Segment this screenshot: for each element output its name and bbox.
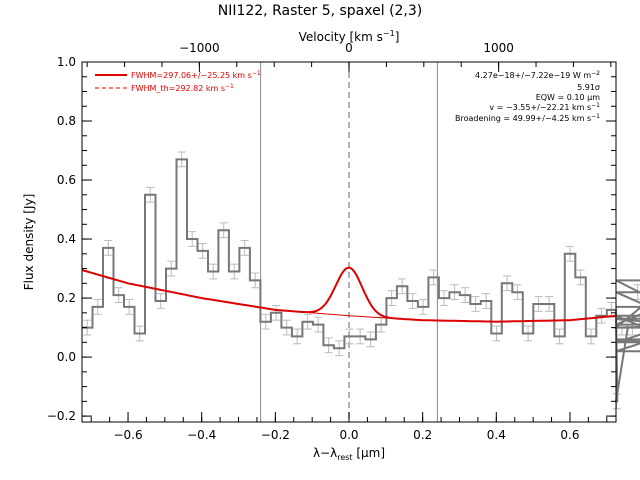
- x-tick-label: 0.4: [487, 428, 506, 442]
- x-tick-label: 0.2: [413, 428, 432, 442]
- x-tick-label: 0.6: [560, 428, 579, 442]
- x-tick-label: −0.2: [261, 428, 290, 442]
- legend-fwhm-th-label: FWHM_th=292.82 km s−1: [131, 83, 234, 93]
- annotation-velocity: v = −3.55+/−22.21 km s−1: [489, 102, 600, 112]
- top-tick-label: 1000: [483, 41, 514, 55]
- y-tick-label: 0.2: [57, 291, 76, 305]
- fit-line: [81, 266, 617, 323]
- y-axis-label: Flux density [Jy]: [22, 194, 36, 291]
- y-tick-label: 1.0: [57, 55, 76, 69]
- y-tick-label: 0.6: [57, 173, 76, 187]
- x-axis-label: λ−λrest [μm]: [313, 446, 385, 462]
- x-tick-label: −0.4: [187, 428, 216, 442]
- y-tick-label: −0.2: [47, 409, 76, 423]
- y-axis-ticks: −0.2 0.0 0.2 0.4 0.6 0.8 1.0: [47, 55, 616, 423]
- legend: FWHM=297.06+/−25.25 km s−1 FWHM_th=292.8…: [95, 70, 261, 93]
- top-tick-label: −1000: [179, 41, 220, 55]
- annotation-broadening: Broadening = 49.99+/−4.25 km s−1: [455, 113, 600, 123]
- legend-fwhm-label: FWHM=297.06+/−25.25 km s−1: [131, 70, 261, 80]
- y-tick-label: 0.0: [57, 350, 76, 364]
- fit-annotations: 4.27e−18+/−7.22e−19 W m−2 5.91σ EQW = 0.…: [455, 70, 600, 123]
- y-tick-label: 0.8: [57, 114, 76, 128]
- annotation-flux: 4.27e−18+/−7.22e−19 W m−2: [475, 70, 600, 80]
- annotation-eqw: EQW = 0.10 μm: [536, 93, 600, 102]
- x-tick-label: −0.6: [113, 428, 142, 442]
- top-tick-label: 0: [345, 41, 353, 55]
- annotation-snr: 5.91σ: [577, 83, 600, 92]
- plot-area: [81, 62, 640, 422]
- top-axis-label: Velocity [km s−1]: [299, 29, 400, 44]
- spectrum-line: [82, 158, 640, 403]
- top-axis-ticks: −1000 0 1000: [86, 41, 612, 72]
- x-axis-ticks: −0.6 −0.4 −0.2 0.0 0.2 0.4 0.6: [90, 412, 608, 442]
- y-tick-label: 0.4: [57, 232, 76, 246]
- x-tick-label: 0.0: [339, 428, 358, 442]
- chart-title: NII122, Raster 5, spaxel (2,3): [218, 3, 423, 19]
